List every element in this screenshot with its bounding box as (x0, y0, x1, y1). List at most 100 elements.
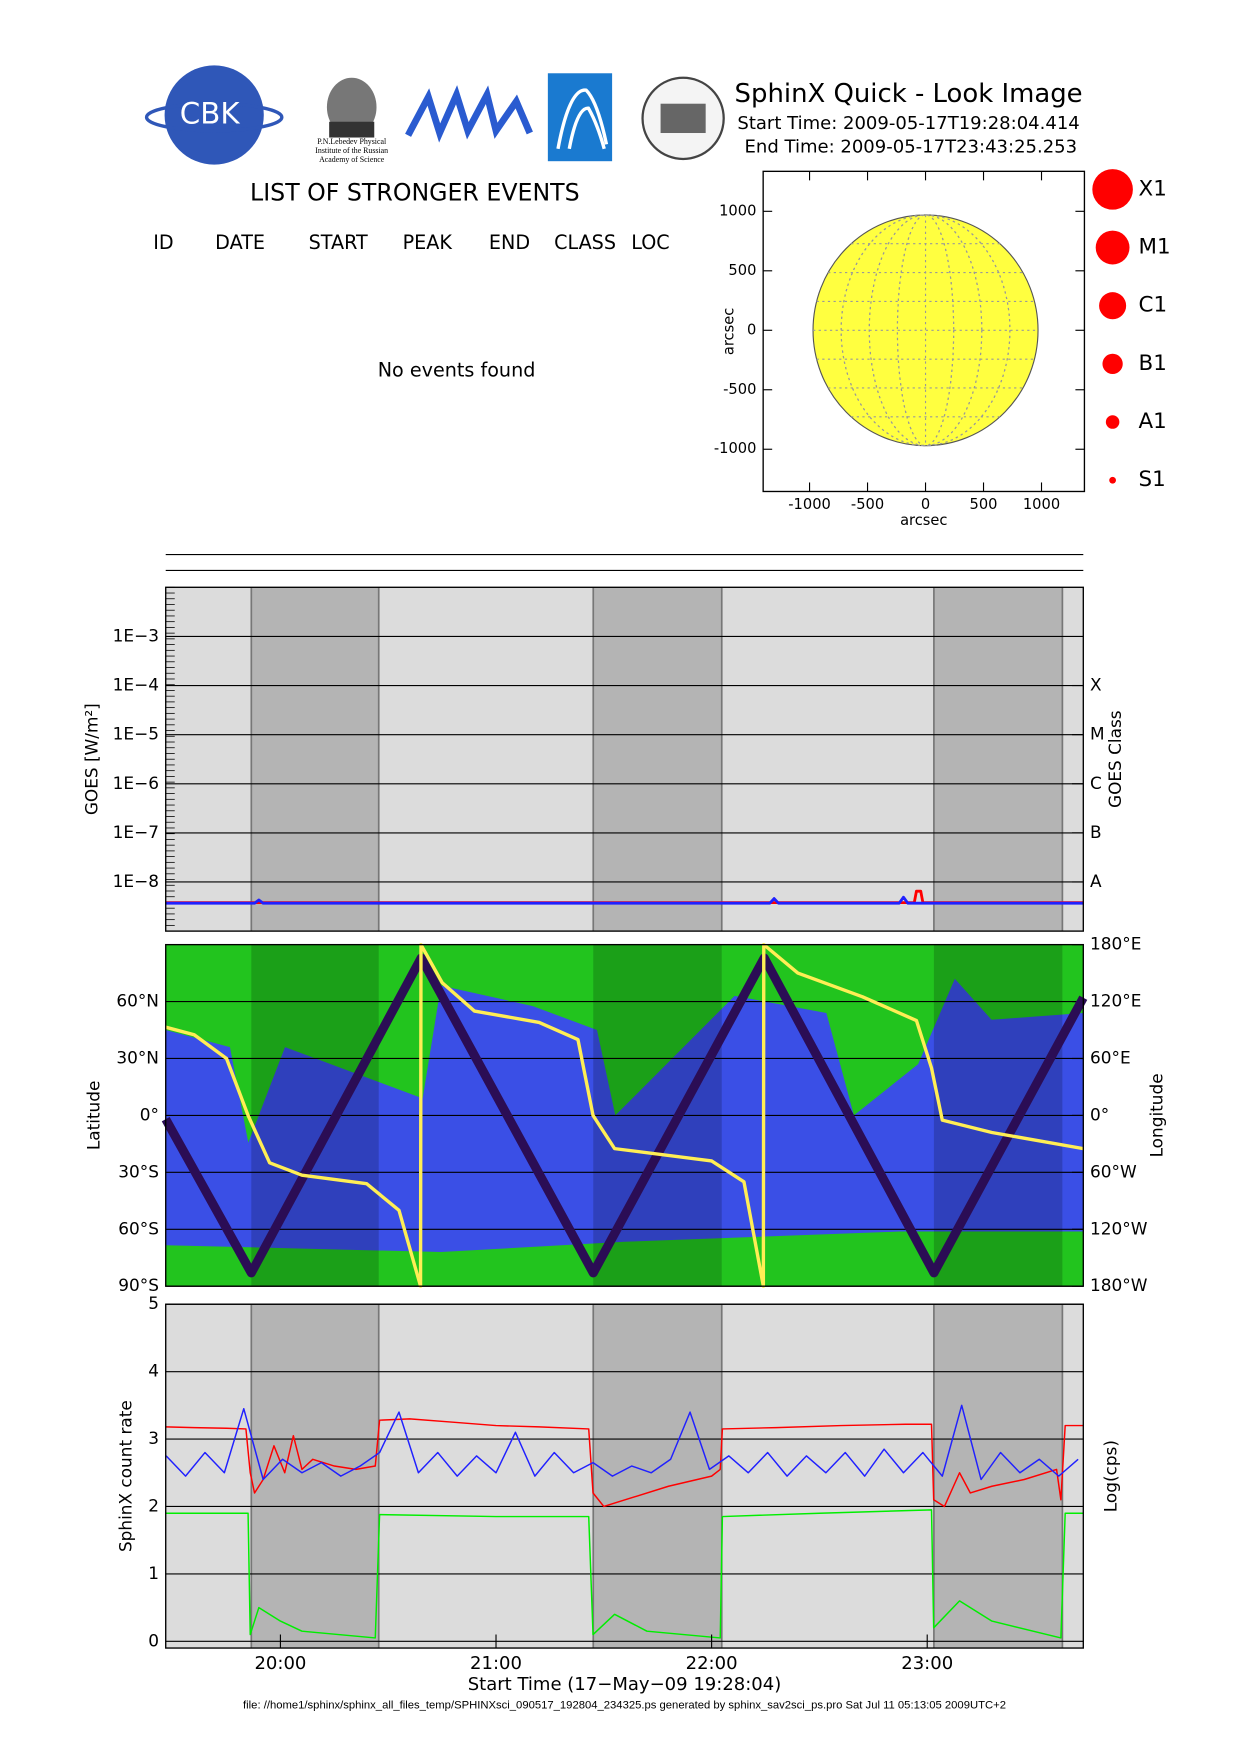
y-tick-label: 3 (148, 1428, 159, 1448)
y-tick-label: 1E−3 (113, 625, 159, 645)
logo-cbk-ring (144, 102, 284, 133)
plot-frame (762, 170, 1086, 493)
eclipse-band (933, 587, 1063, 932)
x-axis-label: arcsec (900, 512, 947, 529)
events-column: PEAK (403, 231, 453, 254)
plot-frame (165, 943, 1084, 1287)
x-tick-label: 1000 (1023, 496, 1060, 513)
class-legend-symbol (1099, 292, 1127, 320)
y-tick-label: 500 (728, 262, 756, 279)
y-tick-label: -1000 (714, 440, 757, 457)
y-tick-label: 2 (148, 1495, 159, 1515)
class-legend-label: C1 (1139, 293, 1168, 318)
series-line (165, 942, 1084, 1288)
eclipse-band (933, 1304, 1063, 1649)
logo-seal-building (660, 103, 706, 134)
x-tick-label: 23:00 (901, 1653, 953, 1674)
logo-lebedev-line: P.N.Lebedev Physical (317, 137, 387, 146)
x-tick-label: 500 (970, 496, 998, 513)
y-tick-label: 1E−5 (113, 724, 159, 744)
events-message: No events found (378, 358, 536, 381)
y-tick-label: 0 (747, 321, 756, 338)
x-tick-label: -1000 (788, 496, 831, 513)
class-legend-label: S1 (1139, 467, 1166, 492)
y2-tick-label: 180°E (1090, 934, 1141, 954)
class-legend-symbol (1092, 169, 1133, 210)
y-tick-label: 60°N (116, 991, 159, 1011)
y-tick-label: 1E−8 (113, 871, 159, 891)
y2-tick-label: 60°W (1090, 1161, 1137, 1181)
eclipse-band (593, 587, 722, 932)
eclipse-band (251, 587, 379, 932)
events-column: LOC (631, 231, 669, 254)
y-tick-label: -500 (723, 381, 756, 398)
class-legend-symbol (1105, 415, 1120, 429)
y2-tick-label: 0° (1090, 1104, 1109, 1124)
y2-axis-label: Log(cps) (1100, 1440, 1120, 1512)
logo-mifi (405, 85, 533, 143)
y2-tick-label: B (1090, 822, 1102, 842)
y-axis-label: SphinX count rate (115, 1400, 135, 1552)
x-tick-label: 20:00 (254, 1653, 306, 1674)
y-tick-label: 30°N (116, 1047, 159, 1067)
y-tick-label: 0 (148, 1630, 159, 1650)
events-column: START (309, 231, 368, 254)
y-tick-label: 1E−4 (113, 675, 159, 695)
y2-tick-label: 120°W (1090, 1218, 1148, 1238)
y2-tick-label: X (1090, 675, 1102, 695)
series-line (161, 953, 1088, 1278)
class-legend-label: X1 (1139, 176, 1167, 201)
series-line (165, 895, 1084, 905)
logo-cbk (164, 65, 264, 165)
x-tick-label: 0 (921, 496, 930, 513)
series-line (165, 1404, 1079, 1481)
logo-box-arc (556, 88, 609, 150)
y-tick-label: 4 (148, 1361, 159, 1381)
x-tick-label: 21:00 (470, 1653, 522, 1674)
x-tick-label: -500 (851, 496, 884, 513)
y-tick-label: 0° (140, 1104, 159, 1124)
events-column: END (489, 231, 530, 254)
header-title: SphinX Quick - Look Image (735, 79, 1083, 109)
header-start: Start Time: 2009-05-17T19:28:04.414 (737, 113, 1079, 134)
plot-frame (165, 1303, 1084, 1649)
logos: CBK P.N.Lebedev Physical Institute of th… (144, 65, 725, 165)
y-tick-label: 90°S (118, 1275, 159, 1295)
footer: file: //home1/sphinx/sphinx_all_files_te… (243, 1700, 1006, 1712)
class-legend-label: A1 (1139, 409, 1167, 434)
y-axis-label: GOES [W/m²] (81, 703, 101, 815)
events-column: ID (153, 231, 173, 254)
class-legend-symbol (1109, 476, 1116, 484)
y-tick-label: 5 (148, 1293, 159, 1313)
radiation-belt (165, 1231, 1084, 1287)
y2-tick-label: 60°E (1090, 1047, 1131, 1067)
y-tick-label: 30°S (118, 1161, 159, 1181)
x-tick-label: 22:00 (686, 1653, 738, 1674)
y2-tick-label: A (1090, 871, 1102, 891)
logo-lebedev-body (329, 121, 375, 138)
disk-grid (896, 214, 955, 447)
eclipse-band (251, 1304, 379, 1649)
class-legend-label: M1 (1139, 235, 1171, 260)
class-legend-symbol (1102, 353, 1123, 375)
y-tick-label: 1 (148, 1563, 159, 1583)
y2-tick-label: 120°E (1090, 991, 1141, 1011)
disk-grid (840, 214, 1011, 447)
y-tick-label: 1E−7 (113, 822, 159, 842)
y-tick-label: 60°S (118, 1218, 159, 1238)
class-legend-symbol (1095, 230, 1130, 265)
logo-lebedev-line: Institute of the Russian (315, 146, 388, 155)
plot-frame (165, 586, 1084, 932)
y-tick-label: 1000 (719, 202, 756, 219)
class-legend-label: B1 (1139, 351, 1167, 376)
eclipse-band (593, 1304, 722, 1649)
disk-grid (868, 214, 983, 447)
y2-axis-label: Longitude (1147, 1073, 1167, 1157)
events-column: CLASS (554, 231, 616, 254)
series-line (165, 1509, 1084, 1639)
logo-cbk-text: CBK (180, 96, 241, 130)
events-column: DATE (215, 231, 265, 254)
y-axis-label: Latitude (84, 1081, 104, 1151)
logo-lebedev-line: Academy of Science (319, 155, 385, 164)
